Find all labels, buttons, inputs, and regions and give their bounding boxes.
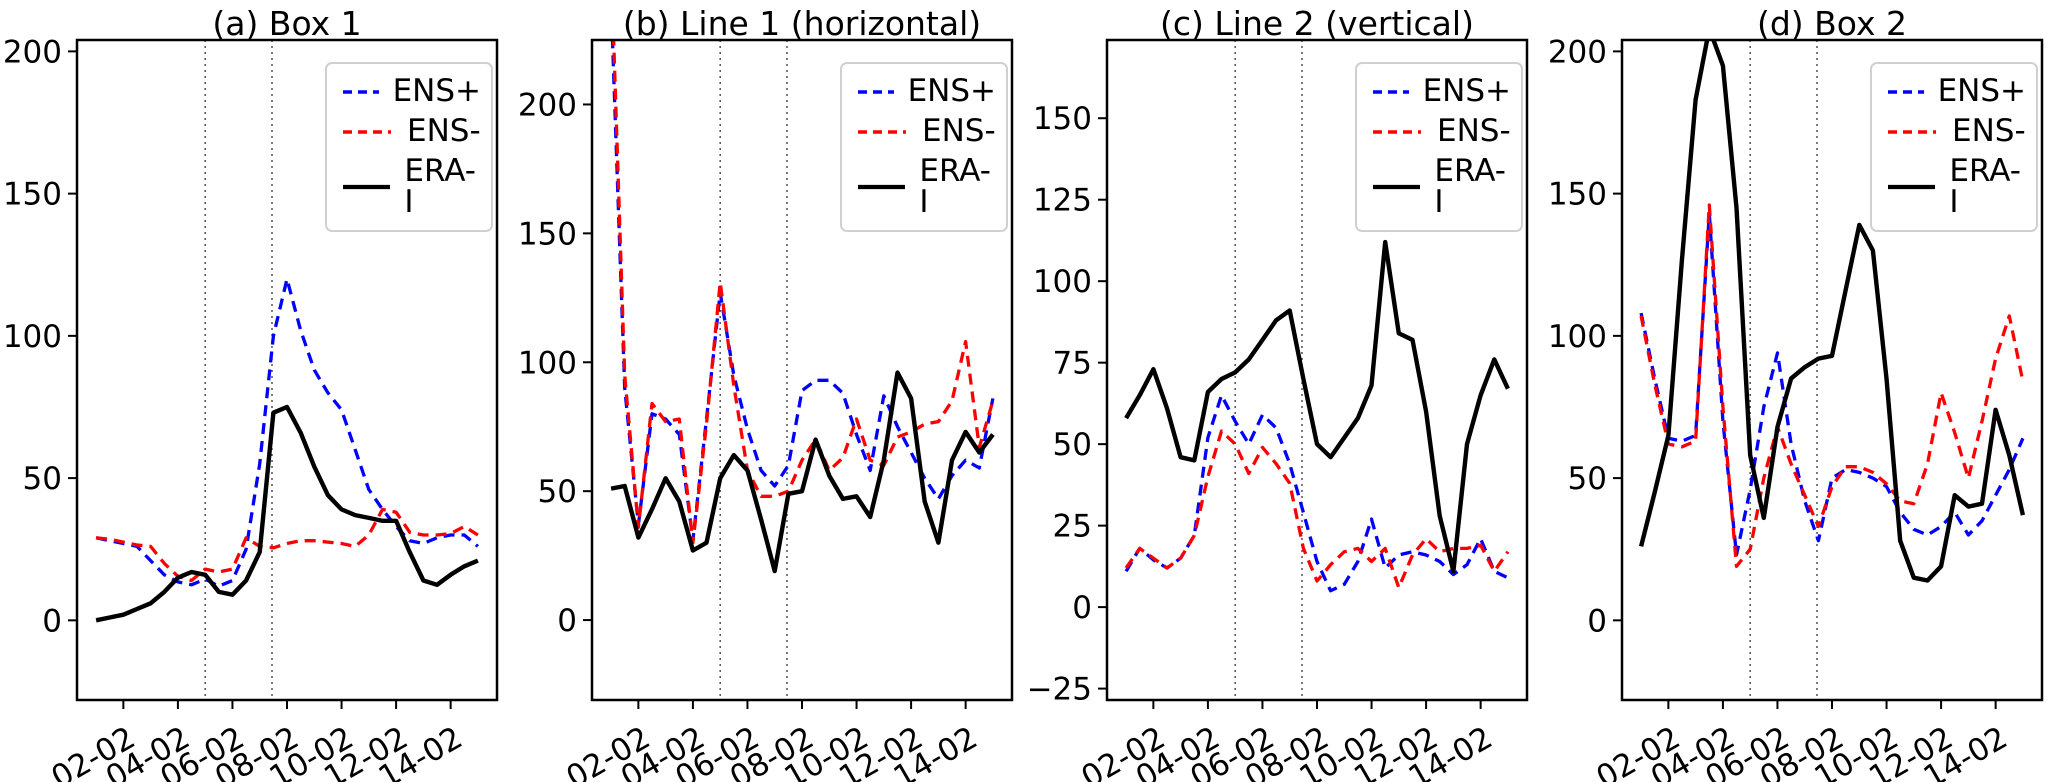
- series-group: [1638, 40, 2026, 583]
- legend-label-ens-minus: ENS-: [407, 113, 481, 149]
- legend-label-era-i: ERA-I: [1949, 153, 2021, 220]
- y-tick-label: 100: [1033, 264, 1092, 300]
- y-tick-label: 150: [1548, 177, 1607, 213]
- series-line-erai: [610, 370, 995, 574]
- y-tick-label: 75: [1053, 346, 1092, 382]
- legend-entry-ens-plus: ENS+: [341, 76, 481, 107]
- series-line-ens: [1639, 211, 2025, 557]
- legend-entry-era-i: ERA-I: [856, 156, 996, 218]
- era-i-line-sample-icon: [858, 184, 906, 190]
- panel-b-legend: ENS+ ENS- ERA-I: [840, 62, 1008, 232]
- panel-b-plot-canvas: 02-0204-0206-0208-0210-0212-0214-0205010…: [518, 38, 1014, 782]
- y-tick-label: 0: [1072, 590, 1092, 626]
- y-tick-label: 200: [1548, 34, 1607, 70]
- panel-d: 02-02 04-02 06-02 08-02 10-02 12-02 14-02 0 50 10…: [1545, 0, 2065, 782]
- ens-minus-line-sample-icon: [1888, 129, 1936, 134]
- legend-label-era-i: ERA-I: [1434, 153, 1506, 220]
- ens-plus-line-sample-icon: [1888, 89, 1924, 94]
- ens-minus-line-sample-icon: [343, 129, 391, 134]
- y-tick-label: 0: [1587, 603, 1607, 639]
- legend-entry-ens-minus: ENS-: [1371, 116, 1511, 147]
- legend-entry-era-i: ERA-I: [341, 156, 481, 218]
- y-tick-label: 50: [1568, 461, 1607, 497]
- y-tick-label: 0: [42, 603, 62, 639]
- y-tick-label: 100: [518, 345, 577, 381]
- panel-b-title: (b) Line 1 (horizontal): [622, 4, 982, 43]
- legend-entry-era-i: ERA-I: [1886, 156, 2026, 218]
- panel-a-legend: ENS+ ENS- ERA-I: [325, 62, 493, 232]
- legend-label-ens-minus: ENS-: [1952, 113, 2026, 149]
- y-tick-label: 0: [557, 603, 577, 639]
- panel-d-legend: ENS+ ENS- ERA-I: [1870, 62, 2038, 232]
- series-line-ens: [95, 507, 479, 583]
- legend-label-ens-plus: ENS+: [392, 73, 481, 109]
- series-line-ens: [95, 277, 479, 588]
- legend-label-ens-minus: ENS-: [922, 113, 996, 149]
- legend-label-ens-minus: ENS-: [1437, 113, 1511, 149]
- ens-minus-line-sample-icon: [1373, 129, 1421, 134]
- y-tick-label: 150: [518, 216, 577, 252]
- y-tick-label: 100: [3, 319, 62, 355]
- legend-entry-ens-plus: ENS+: [1371, 76, 1511, 107]
- series-line-ens: [610, 40, 995, 542]
- legend-label-ens-plus: ENS+: [907, 73, 996, 109]
- series-line-ens: [611, 40, 995, 545]
- y-tick-label: 100: [1548, 319, 1607, 355]
- ens-minus-line-sample-icon: [858, 129, 906, 134]
- y-tick-label: 150: [1033, 101, 1092, 137]
- series-line-erai: [1124, 239, 1510, 574]
- series-group: [610, 40, 995, 574]
- legend-entry-ens-minus: ENS-: [341, 116, 481, 147]
- legend-label-ens-plus: ENS+: [1422, 73, 1511, 109]
- legend-label-ens-plus: ENS+: [1937, 73, 2026, 109]
- y-tick-label: 200: [518, 87, 577, 123]
- y-tick-label: 50: [1053, 427, 1092, 463]
- era-i-line-sample-icon: [1888, 184, 1936, 190]
- legend-entry-era-i: ERA-I: [1371, 156, 1511, 218]
- series-line-erai: [95, 404, 479, 623]
- era-i-line-sample-icon: [343, 184, 391, 190]
- y-tick-label: 200: [3, 34, 62, 70]
- panel-b: 02-02 04-02 06-02 08-02 10-02 12-02 14-02 0 50 10…: [515, 0, 1035, 782]
- panel-a-title: (a) Box 1: [212, 4, 362, 43]
- y-tick-label: 50: [23, 461, 62, 497]
- era-i-line-sample-icon: [1373, 184, 1421, 190]
- panel-c: 02-02 04-02 06-02 08-02 10-02 12-02 14-02 −25 0 2…: [1030, 0, 1550, 782]
- legend-label-era-i: ERA-I: [404, 153, 476, 220]
- series-line-erai: [1638, 40, 2026, 583]
- series-line-ens: [1124, 429, 1510, 590]
- series-group: [1124, 239, 1510, 593]
- legend-entry-ens-minus: ENS-: [1886, 116, 2026, 147]
- ens-plus-line-sample-icon: [1373, 89, 1409, 94]
- y-tick-label: 25: [1053, 509, 1092, 545]
- panel-d-title: (d) Box 2: [1756, 4, 1907, 43]
- y-tick-label: −25: [1030, 672, 1092, 708]
- legend-entry-ens-plus: ENS+: [856, 76, 996, 107]
- ens-plus-line-sample-icon: [858, 89, 894, 94]
- ens-plus-line-sample-icon: [343, 89, 379, 94]
- panel-d-plot-canvas: 02-0204-0206-0208-0210-0212-0214-0205010…: [1548, 34, 2044, 782]
- panel-c-legend: ENS+ ENS- ERA-I: [1355, 62, 1523, 232]
- y-tick-label: 150: [3, 177, 62, 213]
- legend-entry-ens-minus: ENS-: [856, 116, 996, 147]
- panel-a: 02-02 04-02 06-02 08-02 10-02 12-02 14-02 0 50 10…: [0, 0, 520, 782]
- series-group: [95, 277, 479, 623]
- panel-a-plot-canvas: 02-0204-0206-0208-0210-0212-0214-0205010…: [3, 34, 499, 782]
- panel-c-title: (c) Line 2 (vertical): [1160, 4, 1474, 43]
- panel-c-plot-canvas: 02-0204-0206-0208-0210-0212-0214-02−2502…: [1030, 38, 1529, 782]
- y-tick-label: 50: [538, 474, 577, 510]
- series-line-ens: [1639, 203, 2025, 568]
- legend-entry-ens-plus: ENS+: [1886, 76, 2026, 107]
- legend-label-era-i: ERA-I: [919, 153, 991, 220]
- y-tick-label: 125: [1033, 183, 1092, 219]
